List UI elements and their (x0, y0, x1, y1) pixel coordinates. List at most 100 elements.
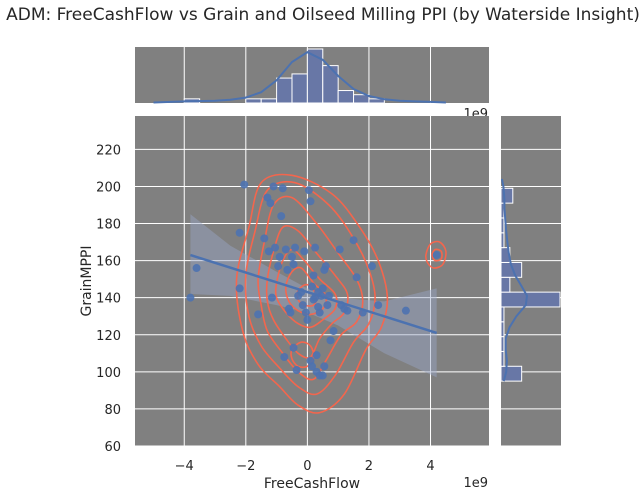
y-axis-label: GrainMPPI (79, 245, 95, 316)
joint-plot-area (135, 116, 489, 447)
scatter-point (287, 252, 296, 261)
regression-line (190, 253, 438, 335)
scatter-point (271, 243, 280, 252)
scatter-point (323, 301, 332, 310)
scatter-point (308, 362, 316, 371)
x-offset-label: 1e9 (463, 476, 488, 491)
y-tick-label: 220 (96, 143, 121, 158)
kde-contour-line (257, 195, 364, 381)
scatter-point (281, 245, 290, 254)
x-tick-label: −2 (236, 459, 255, 474)
x-axis-ticks: −4 −2 0 2 4 (175, 459, 435, 474)
scatter-point (186, 293, 195, 302)
scatter-point (303, 315, 312, 324)
right-histogram-bar (500, 321, 505, 338)
y-tick-label: 60 (104, 440, 121, 455)
right-marginal-histogram (500, 116, 561, 447)
scatter-point (291, 243, 300, 252)
right-histogram-bar (500, 350, 505, 367)
right-marginal-kde-curve (500, 178, 529, 382)
right-histogram-bar (500, 187, 514, 204)
scatter-point (289, 260, 298, 269)
right-histogram-bar (500, 291, 561, 308)
scatter-point (335, 245, 344, 254)
scatter-point (235, 284, 244, 293)
scatter-point (321, 262, 330, 271)
top-histogram-bar (245, 98, 262, 104)
x-axis-label: FreeCashFlow (264, 476, 360, 492)
x-tick-label: 2 (365, 459, 373, 474)
right-histogram-bar (500, 217, 505, 234)
top-histogram-bar (260, 98, 278, 104)
scatter-point (275, 252, 284, 261)
x-tick-label: 0 (303, 459, 311, 474)
kde-contours (235, 173, 447, 414)
scatter-point (280, 353, 289, 362)
x-tick-label: −4 (175, 459, 194, 474)
scatter-point (278, 184, 287, 193)
top-marginal-kde-curve (153, 51, 446, 104)
scatter-point (374, 301, 383, 310)
scatter-point (260, 234, 269, 243)
y-tick-label: 160 (96, 255, 121, 270)
scatter-point (298, 301, 307, 310)
scatter-point (304, 186, 313, 195)
right-histogram-bar (500, 336, 505, 352)
right-histogram-bar (500, 232, 505, 249)
top-histogram-bar (291, 73, 308, 104)
scatter-point (318, 284, 327, 293)
scatter-point (401, 306, 410, 315)
scatter-point (269, 182, 278, 191)
scatter-point (352, 273, 361, 282)
y-tick-label: 100 (96, 366, 121, 381)
kde-contour-line (424, 240, 447, 269)
right-histogram-bar (500, 306, 505, 323)
scatter-point (192, 264, 201, 273)
kde-contour-line (235, 173, 389, 414)
x-tick-label: 4 (426, 459, 434, 474)
top-histogram-bar (337, 90, 355, 104)
scatter-point (264, 247, 273, 256)
scatter-point (235, 228, 244, 237)
top-histogram-bar (368, 98, 385, 104)
kde-contour-line (431, 248, 443, 262)
scatter-point (254, 310, 263, 319)
scatter-point (286, 308, 295, 317)
top-marginal-histogram: 1e9 (135, 47, 489, 122)
scatter-point (308, 282, 316, 291)
right-marginal-background (501, 116, 561, 446)
scatter-point (368, 262, 377, 271)
scatter-point (266, 199, 275, 208)
kde-contour-line (244, 180, 376, 396)
scatter-point (349, 236, 358, 245)
scatter-point (306, 197, 315, 206)
scatter-point (277, 212, 286, 221)
scatter-point (320, 362, 329, 371)
kde-contour-line (265, 224, 349, 359)
y-tick-label: 140 (96, 292, 121, 307)
scatter-point (301, 308, 310, 317)
y-axis-ticks: 60 80 100 120 140 160 180 200 220 (96, 143, 121, 455)
scatter-point (318, 371, 327, 380)
right-histogram-bar (500, 276, 511, 293)
top-histogram-bar (276, 77, 293, 104)
scatter-point (240, 180, 249, 189)
scatter-point (432, 251, 441, 260)
scatter-point (329, 327, 338, 336)
y-tick-label: 120 (96, 329, 121, 344)
scatter-point (292, 365, 301, 374)
chart-title: ADM: FreeCashFlow vs Grain and Oilseed M… (6, 5, 640, 25)
scatter-point (326, 336, 335, 345)
y-tick-label: 200 (96, 180, 121, 195)
scatter-point (300, 247, 309, 256)
scatter-point (283, 265, 292, 274)
y-tick-label: 180 (96, 218, 121, 233)
grid-lines (135, 116, 489, 447)
scatter-point (343, 306, 352, 315)
scatter-point (315, 308, 324, 317)
scatter-point (309, 271, 318, 280)
scatter-point (289, 343, 298, 352)
scatter-point (267, 293, 276, 302)
y-tick-label: 80 (104, 403, 121, 418)
